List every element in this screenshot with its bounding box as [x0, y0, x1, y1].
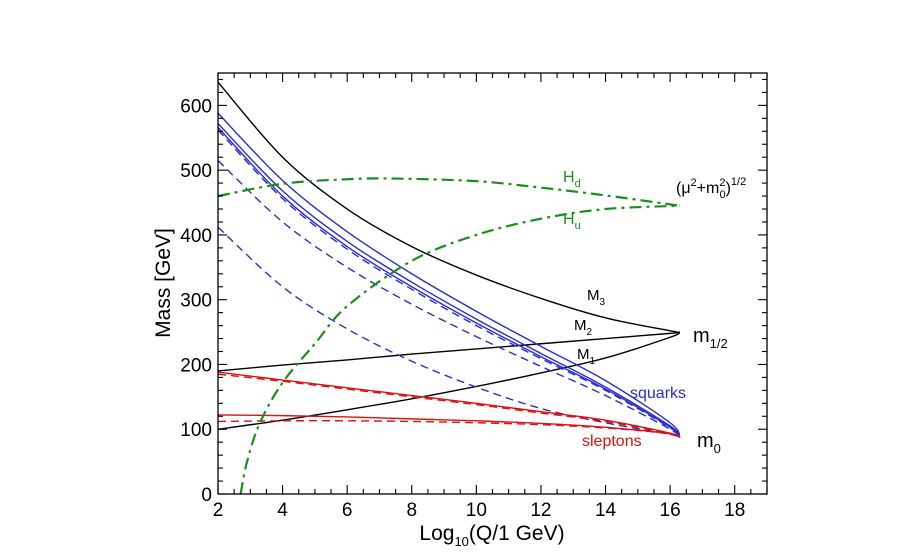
series-m3	[217, 81, 681, 333]
series-slepton-4	[217, 420, 681, 439]
x-tick-label: 14	[595, 500, 617, 521]
x-tick-label: 6	[342, 500, 353, 521]
hu-label: Hu	[563, 211, 581, 232]
y-tick-label: 300	[180, 291, 212, 312]
y-axis-title: Mass [GeV]	[152, 228, 175, 338]
series-hu	[239, 204, 680, 495]
x-tick-label: 10	[466, 500, 487, 521]
mu-m0-label: (μ2+m2 0)1/2	[676, 176, 746, 201]
y-tick-label: 0	[201, 485, 212, 506]
x-tick-label: 18	[724, 500, 745, 521]
y-tick-label: 400	[180, 226, 212, 247]
series-slepton-1	[217, 371, 681, 439]
y-tick-label: 600	[180, 96, 212, 117]
curves-layer	[217, 81, 681, 495]
y-tick-label: 100	[180, 420, 212, 441]
series-m2	[217, 331, 680, 372]
series-squark-3	[217, 126, 681, 439]
m0-label: m0	[697, 430, 721, 456]
m1-label: M1	[577, 346, 596, 367]
y-tick-label: 200	[180, 355, 212, 376]
series-squark-1	[217, 112, 681, 439]
series-squark-6	[217, 226, 681, 439]
series-squark-2	[217, 123, 681, 439]
series-squark-5	[217, 159, 681, 439]
x-axis-title: Log10(Q/1 GeV)	[419, 522, 564, 549]
series-hd	[217, 177, 680, 207]
ticks-layer: 2 4 6 8 10 12 14 16 18 0 100 200 300 400 500 600	[180, 73, 768, 521]
series-squark-4	[217, 129, 681, 439]
plot-frame	[217, 72, 768, 495]
x-tick-label: 8	[406, 500, 417, 521]
squarks-label: squarks	[630, 385, 686, 402]
y-tick-label: 500	[180, 161, 212, 182]
series-slepton-2	[217, 373, 681, 439]
m2-label: M2	[574, 317, 593, 338]
x-tick-label: 12	[530, 500, 551, 521]
sleptons-label: sleptons	[582, 433, 642, 450]
m-half-label: m1/2	[693, 325, 728, 351]
x-tick-label: 4	[277, 500, 288, 521]
x-tick-label: 2	[213, 500, 224, 521]
hd-label: Hd	[563, 169, 581, 190]
x-tick-label: 16	[660, 500, 681, 521]
m3-label: M3	[587, 287, 606, 308]
